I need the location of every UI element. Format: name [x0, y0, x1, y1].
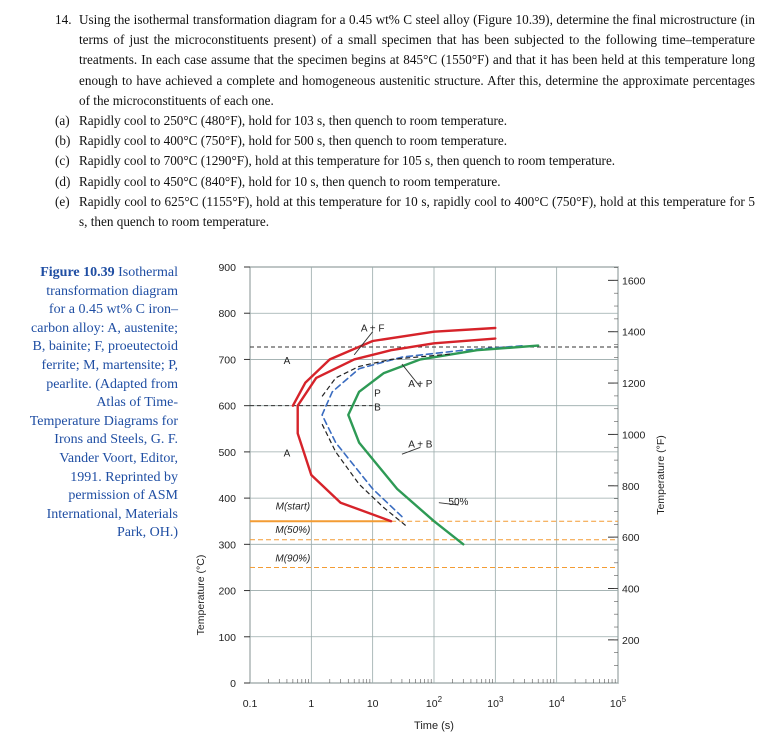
bainite-dashed-curve — [321, 423, 407, 527]
label-pointer — [401, 363, 421, 388]
problem-stem: 14. Using the isothermal transformation d… — [55, 10, 755, 111]
ttt-diagram: 0 100 200 300 400 500 600 700 800 900 0.1 1 10 102 103… — [190, 255, 670, 738]
problem-part-c: (c) Rapidly cool to 700°C (1290°F), hold … — [55, 151, 755, 171]
x-tick-label: 102 — [426, 695, 443, 710]
region-label: 50% — [448, 497, 468, 508]
part-label: (c) — [55, 153, 70, 169]
region-label: A + P — [408, 379, 433, 390]
problem-part-b: (b) Rapidly cool to 400°C (750°F), hold f… — [55, 131, 755, 151]
x-axis-label: Time (s) — [414, 720, 454, 732]
y-axis-label-right: Temperature (°F) — [655, 435, 667, 514]
ttt-chart: 0 100 200 300 400 500 600 700 800 900 0.1 1 10 102 103… — [195, 262, 667, 732]
curve-finish — [347, 344, 540, 546]
y-tick-label-left: 100 — [218, 632, 236, 644]
part-label: (d) — [55, 173, 71, 189]
part-text: Rapidly cool to 250°C (480°F), hold for … — [79, 113, 508, 129]
y-tick-label-right: 800 — [622, 481, 640, 493]
y-tick-label-left: 0 — [230, 678, 236, 690]
y-tick-label-left: 600 — [218, 401, 236, 413]
x-tick-label: 104 — [549, 695, 566, 710]
problem-part-e: (e) Rapidly cool to 625°C (1155°F), hold … — [55, 192, 755, 232]
region-label: A — [284, 449, 291, 460]
part-label: (e) — [55, 193, 70, 209]
part-text: Rapidly cool to 625°C (1155°F), hold at … — [79, 193, 755, 230]
figure-caption: Figure 10.39 Isothermal transformation d… — [28, 264, 178, 543]
y-tick-label-right: 1600 — [622, 275, 646, 287]
problem-parts: (a) Rapidly cool to 250°C (480°F), hold f… — [55, 111, 755, 232]
label-pointer — [438, 502, 459, 506]
region-label: A + B — [408, 439, 433, 450]
region-label: B — [374, 402, 381, 413]
curve-start — [296, 337, 497, 523]
problem-part-a: (a) Rapidly cool to 250°C (480°F), hold f… — [55, 111, 755, 131]
y-tick-label-left: 200 — [218, 586, 236, 598]
y-tick-label-right: 200 — [622, 635, 640, 647]
part-label: (b) — [55, 133, 71, 149]
region-label: M(90%) — [275, 553, 310, 564]
x-tick-label: 1 — [308, 698, 314, 710]
problem-number: 14. — [55, 12, 72, 27]
y-tick-label-left: 700 — [218, 354, 236, 366]
region-label: M(50%) — [275, 525, 310, 536]
y-tick-label-left: 400 — [218, 493, 236, 505]
y-tick-label-right: 600 — [622, 532, 640, 544]
part-text: Rapidly cool to 450°C (840°F), hold for … — [79, 173, 501, 189]
x-tick-label: 10 — [367, 698, 379, 710]
pearlite-dashed-curve — [321, 353, 453, 397]
x-tick-label: 105 — [610, 695, 627, 710]
curve-ferrite-start — [291, 326, 497, 407]
problem-stem-text: Using the isothermal transformation diag… — [79, 12, 755, 108]
region-label: A + F — [361, 324, 385, 335]
region-label: P — [374, 388, 381, 399]
y-tick-label-right: 1400 — [622, 327, 646, 339]
x-tick-label: 103 — [487, 695, 504, 710]
figure-caption-text: Isothermal transformation diagram for a … — [29, 265, 178, 541]
problem-part-d: (d) Rapidly cool to 450°C (840°F), hold f… — [55, 172, 755, 192]
curve-50- — [321, 344, 526, 518]
y-tick-label-left: 300 — [218, 539, 236, 551]
region-label: M(start) — [276, 502, 310, 513]
region-label: A — [284, 356, 291, 367]
figure-label: Figure 10.39 — [40, 265, 115, 280]
y-tick-label-right: 1000 — [622, 429, 646, 441]
part-text: Rapidly cool to 700°C (1290°F), hold at … — [79, 153, 616, 169]
problem-text: 14. Using the isothermal transformation d… — [55, 10, 755, 232]
y-tick-label-right: 400 — [622, 584, 640, 596]
y-tick-label-right: 1200 — [622, 378, 646, 390]
label-pointer — [353, 331, 374, 356]
y-axis-label-left: Temperature (°C) — [195, 555, 207, 636]
y-tick-label-left: 500 — [218, 447, 236, 459]
part-text: Rapidly cool to 400°C (750°F), hold for … — [79, 133, 508, 149]
y-tick-label-left: 900 — [218, 262, 236, 274]
y-tick-label-left: 800 — [218, 308, 236, 320]
part-label: (a) — [55, 113, 70, 129]
label-pointer — [401, 446, 421, 455]
x-tick-label: 0.1 — [243, 698, 258, 710]
